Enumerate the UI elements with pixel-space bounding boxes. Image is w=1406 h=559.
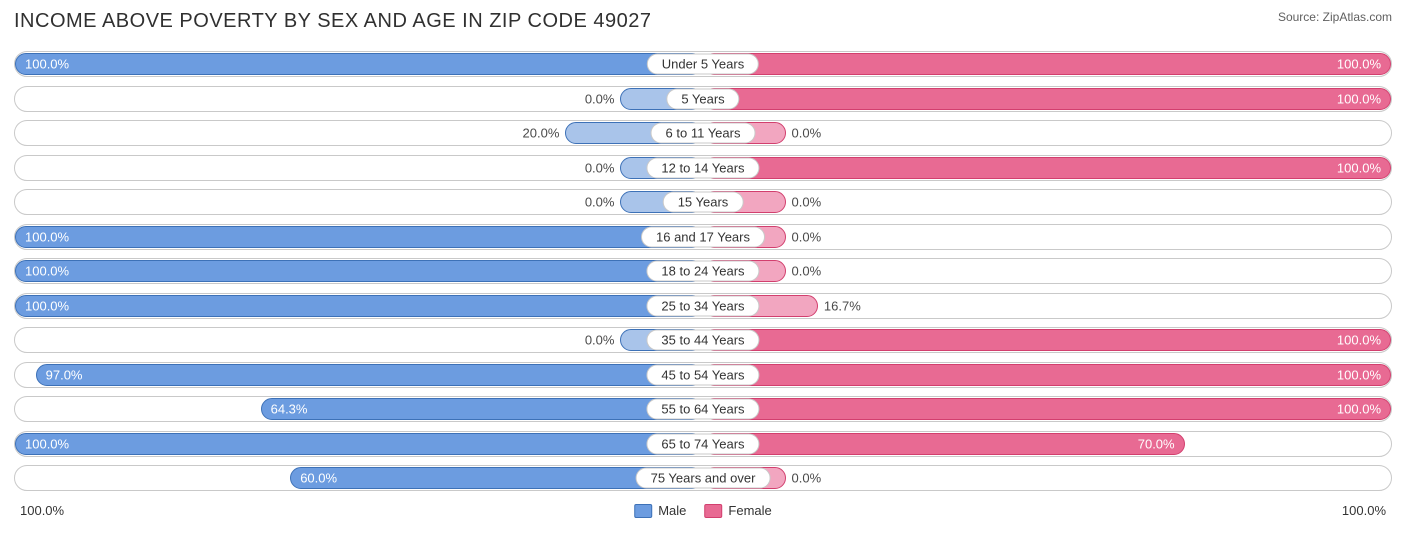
value-label-male: 100.0% xyxy=(25,57,69,72)
value-label-female: 100.0% xyxy=(1337,91,1381,106)
chart-row: 60.0% 0.0% 75 Years and over xyxy=(14,465,1392,491)
age-label: 75 Years and over xyxy=(636,468,771,489)
value-label-female: 100.0% xyxy=(1337,402,1381,417)
value-label-male: 60.0% xyxy=(300,471,337,486)
age-label: 6 to 11 Years xyxy=(651,123,756,144)
age-label: 12 to 14 Years xyxy=(646,157,759,178)
bar-female xyxy=(703,88,1391,110)
bar-female xyxy=(703,433,1185,455)
age-label: 5 Years xyxy=(666,88,739,109)
age-label: 15 Years xyxy=(663,192,744,213)
value-label-male: 97.0% xyxy=(46,367,83,382)
age-label: 18 to 24 Years xyxy=(646,261,759,282)
chart-container: INCOME ABOVE POVERTY BY SEX AND AGE IN Z… xyxy=(0,0,1406,559)
value-label-female: 0.0% xyxy=(792,229,822,244)
value-label-male: 0.0% xyxy=(585,91,615,106)
age-label: 16 and 17 Years xyxy=(641,226,765,247)
legend-swatch-male xyxy=(634,504,652,518)
value-label-female: 100.0% xyxy=(1337,57,1381,72)
bar-female xyxy=(703,53,1391,75)
chart-title: INCOME ABOVE POVERTY BY SEX AND AGE IN Z… xyxy=(14,10,651,33)
legend-swatch-female xyxy=(704,504,722,518)
value-label-male: 100.0% xyxy=(25,264,69,279)
value-label-female: 100.0% xyxy=(1337,367,1381,382)
legend-label-male: Male xyxy=(658,503,686,518)
value-label-male: 100.0% xyxy=(25,229,69,244)
age-label: Under 5 Years xyxy=(647,54,759,75)
chart-header: INCOME ABOVE POVERTY BY SEX AND AGE IN Z… xyxy=(14,10,1392,33)
bar-female xyxy=(703,157,1391,179)
chart-row: 0.0% 100.0% 12 to 14 Years xyxy=(14,155,1392,181)
chart-row: 97.0% 100.0% 45 to 54 Years xyxy=(14,362,1392,388)
value-label-male: 0.0% xyxy=(585,333,615,348)
chart-row: 64.3% 100.0% 55 to 64 Years xyxy=(14,396,1392,422)
legend-item-female: Female xyxy=(704,503,771,518)
chart-row: 0.0% 0.0% 15 Years xyxy=(14,189,1392,215)
bar-male xyxy=(15,260,703,282)
bar-male xyxy=(15,226,703,248)
value-label-female: 100.0% xyxy=(1337,333,1381,348)
age-label: 55 to 64 Years xyxy=(646,399,759,420)
chart-row: 0.0% 100.0% 35 to 44 Years xyxy=(14,327,1392,353)
age-label: 45 to 54 Years xyxy=(646,364,759,385)
value-label-female: 0.0% xyxy=(792,126,822,141)
value-label-female: 0.0% xyxy=(792,471,822,486)
chart-source: Source: ZipAtlas.com xyxy=(1278,10,1392,24)
value-label-male: 64.3% xyxy=(271,402,308,417)
bar-male xyxy=(15,295,703,317)
value-label-male: 100.0% xyxy=(25,436,69,451)
value-label-female: 0.0% xyxy=(792,264,822,279)
chart-row: 100.0% 70.0% 65 to 74 Years xyxy=(14,431,1392,457)
value-label-female: 100.0% xyxy=(1337,160,1381,175)
value-label-male: 20.0% xyxy=(523,126,560,141)
legend: Male Female xyxy=(634,503,772,518)
value-label-male: 0.0% xyxy=(585,195,615,210)
bar-female xyxy=(703,329,1391,351)
chart-row: 20.0% 0.0% 6 to 11 Years xyxy=(14,120,1392,146)
bar-female xyxy=(703,364,1391,386)
chart-row: 100.0% 0.0% 16 and 17 Years xyxy=(14,224,1392,250)
bar-male xyxy=(15,53,703,75)
age-label: 25 to 34 Years xyxy=(646,295,759,316)
bar-female xyxy=(703,398,1391,420)
value-label-male: 100.0% xyxy=(25,298,69,313)
axis-left-label: 100.0% xyxy=(20,503,64,518)
age-label: 65 to 74 Years xyxy=(646,433,759,454)
legend-item-male: Male xyxy=(634,503,686,518)
value-label-female: 70.0% xyxy=(1138,436,1175,451)
bar-male xyxy=(15,433,703,455)
chart-footer: 100.0% Male Female 100.0% xyxy=(14,500,1392,522)
value-label-male: 0.0% xyxy=(585,160,615,175)
axis-right-label: 100.0% xyxy=(1342,503,1386,518)
bar-male xyxy=(261,398,703,420)
chart-row: 100.0% 0.0% 18 to 24 Years xyxy=(14,258,1392,284)
value-label-female: 16.7% xyxy=(824,298,861,313)
chart-row: 0.0% 100.0% 5 Years xyxy=(14,86,1392,112)
chart-body: 100.0% 100.0% Under 5 Years 0.0% 100.0% 5 Yea… xyxy=(14,51,1392,491)
age-label: 35 to 44 Years xyxy=(646,330,759,351)
value-label-female: 0.0% xyxy=(792,195,822,210)
legend-label-female: Female xyxy=(728,503,771,518)
chart-row: 100.0% 100.0% Under 5 Years xyxy=(14,51,1392,77)
bar-male xyxy=(36,364,703,386)
chart-row: 100.0% 16.7% 25 to 34 Years xyxy=(14,293,1392,319)
